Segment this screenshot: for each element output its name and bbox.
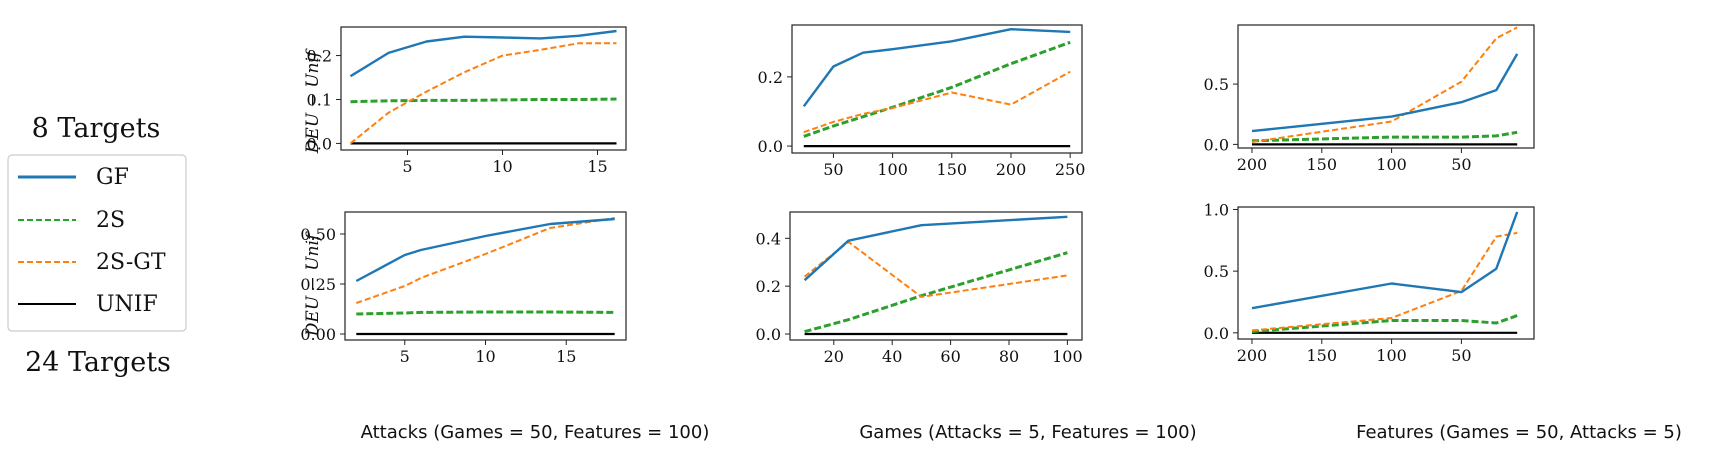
y-tick-label: 0.0	[1204, 324, 1229, 343]
subplot-8-targets-features: 200 150 100 50 0.0 0.5	[1204, 24, 1535, 174]
series-line-2s	[803, 40, 1071, 138]
y-axis-label-bottom: DEU − Unif	[303, 231, 323, 337]
series-line-gf	[803, 215, 1068, 282]
x-tick-label: 100	[1376, 346, 1407, 365]
plot-frame	[1237, 24, 1535, 149]
x-axis-label-games: Games (Attacks = 5, Features = 100)	[859, 422, 1196, 443]
x-tick-label: 200	[1237, 155, 1268, 174]
subplot-8-targets-games: 50 100 150 200 250 0.0 0.2	[758, 24, 1086, 179]
x-tick-label: 150	[937, 160, 968, 179]
x-tick-label: 5	[402, 157, 412, 176]
plot-frame	[340, 26, 627, 151]
series-line-2s-gt	[355, 217, 615, 304]
x-tick-label: 100	[1052, 347, 1083, 366]
legend-label-gf: GF	[96, 165, 129, 190]
subplot-24-targets-features: 200 150 100 50 0.0 0.5 1.0	[1204, 200, 1535, 365]
x-tick-label: 15	[587, 157, 607, 176]
y-tick-label: 0.0	[756, 325, 781, 344]
subplot-24-targets-games: 20 40 60 80 100 0.0 0.2 0.4	[756, 211, 1083, 366]
x-tick-label: 60	[940, 347, 960, 366]
y-axis-label-top: DEU − Unif	[303, 48, 323, 154]
subplot-24-targets-attacks: 5 10 15 0.00 0.25 0.50	[300, 211, 627, 366]
y-tick-label: 0.4	[756, 229, 781, 248]
series-line-gf	[1251, 53, 1519, 133]
x-tick-label: 100	[877, 160, 908, 179]
x-axis-label-attacks: Attacks (Games = 50, Features = 100)	[361, 422, 710, 443]
series-line-2s-gt	[803, 240, 1068, 298]
legend: 8 Targets GF 2S 2S-GT UNIF 24 Targets	[7, 113, 187, 378]
legend-box	[7, 154, 187, 332]
y-tick-label: 1.0	[1204, 200, 1229, 219]
series-line-2s-gt	[1251, 231, 1518, 332]
x-tick-label: 200	[1237, 346, 1268, 365]
y-tick-label: 0.50	[300, 225, 336, 244]
y-tick-label: 0.2	[756, 277, 781, 296]
x-tick-label: 50	[1451, 155, 1471, 174]
plot-frame	[1237, 206, 1535, 340]
x-tick-label: 50	[1451, 346, 1471, 365]
series-line-2s	[356, 310, 615, 316]
y-tick-label: 0.0	[758, 137, 783, 156]
x-tick-label: 150	[1307, 155, 1338, 174]
x-tick-label: 10	[475, 347, 495, 366]
y-tick-label: 0.00	[300, 325, 336, 344]
x-tick-label: 5	[400, 347, 410, 366]
x-tick-label: 200	[996, 160, 1027, 179]
legend-label-unif: UNIF	[96, 292, 158, 317]
plot-frame	[789, 211, 1083, 341]
y-tick-label: 0.0	[307, 134, 332, 153]
x-axis-label-features: Features (Games = 50, Attacks = 5)	[1356, 422, 1682, 443]
series-line-2s-gt	[1251, 26, 1518, 143]
y-tick-label: 0.0	[1204, 135, 1229, 154]
series-line-2s-gt	[349, 42, 617, 145]
legend-label-2s: 2S	[96, 208, 125, 233]
x-tick-label: 15	[556, 347, 576, 366]
series-line-2s-gt	[803, 70, 1071, 134]
x-tick-label: 80	[999, 347, 1019, 366]
series-line-2s	[1251, 130, 1518, 143]
x-tick-label: 150	[1307, 346, 1338, 365]
series-line-gf	[355, 217, 615, 283]
series-line-2s	[350, 97, 617, 104]
series-line-2s	[1251, 314, 1518, 334]
y-tick-label: 0.1	[307, 90, 332, 109]
plot-frame	[344, 211, 627, 341]
x-tick-label: 20	[824, 347, 844, 366]
y-tick-label: 0.5	[1204, 262, 1229, 281]
series-line-gf	[349, 29, 617, 78]
y-tick-label: 0.2	[307, 47, 332, 66]
x-tick-label: 50	[823, 160, 843, 179]
subplot-8-targets-attacks: 5 10 15 0.0 0.1 0.2	[307, 26, 627, 176]
series-line-gf	[1251, 211, 1519, 310]
y-tick-label: 0.2	[758, 68, 783, 87]
x-tick-label: 250	[1055, 160, 1086, 179]
x-tick-label: 10	[492, 157, 512, 176]
x-tick-label: 40	[882, 347, 902, 366]
plot-frame	[791, 24, 1083, 154]
y-tick-label: 0.25	[300, 275, 336, 294]
series-line-gf	[802, 28, 1071, 108]
y-tick-label: 0.5	[1204, 75, 1229, 94]
legend-label-2s-gt: 2S-GT	[96, 250, 166, 275]
series-line-2s	[804, 251, 1068, 334]
legend-title-top: 8 Targets	[32, 113, 161, 144]
x-tick-label: 100	[1376, 155, 1407, 174]
legend-title-bottom: 24 Targets	[25, 347, 171, 378]
